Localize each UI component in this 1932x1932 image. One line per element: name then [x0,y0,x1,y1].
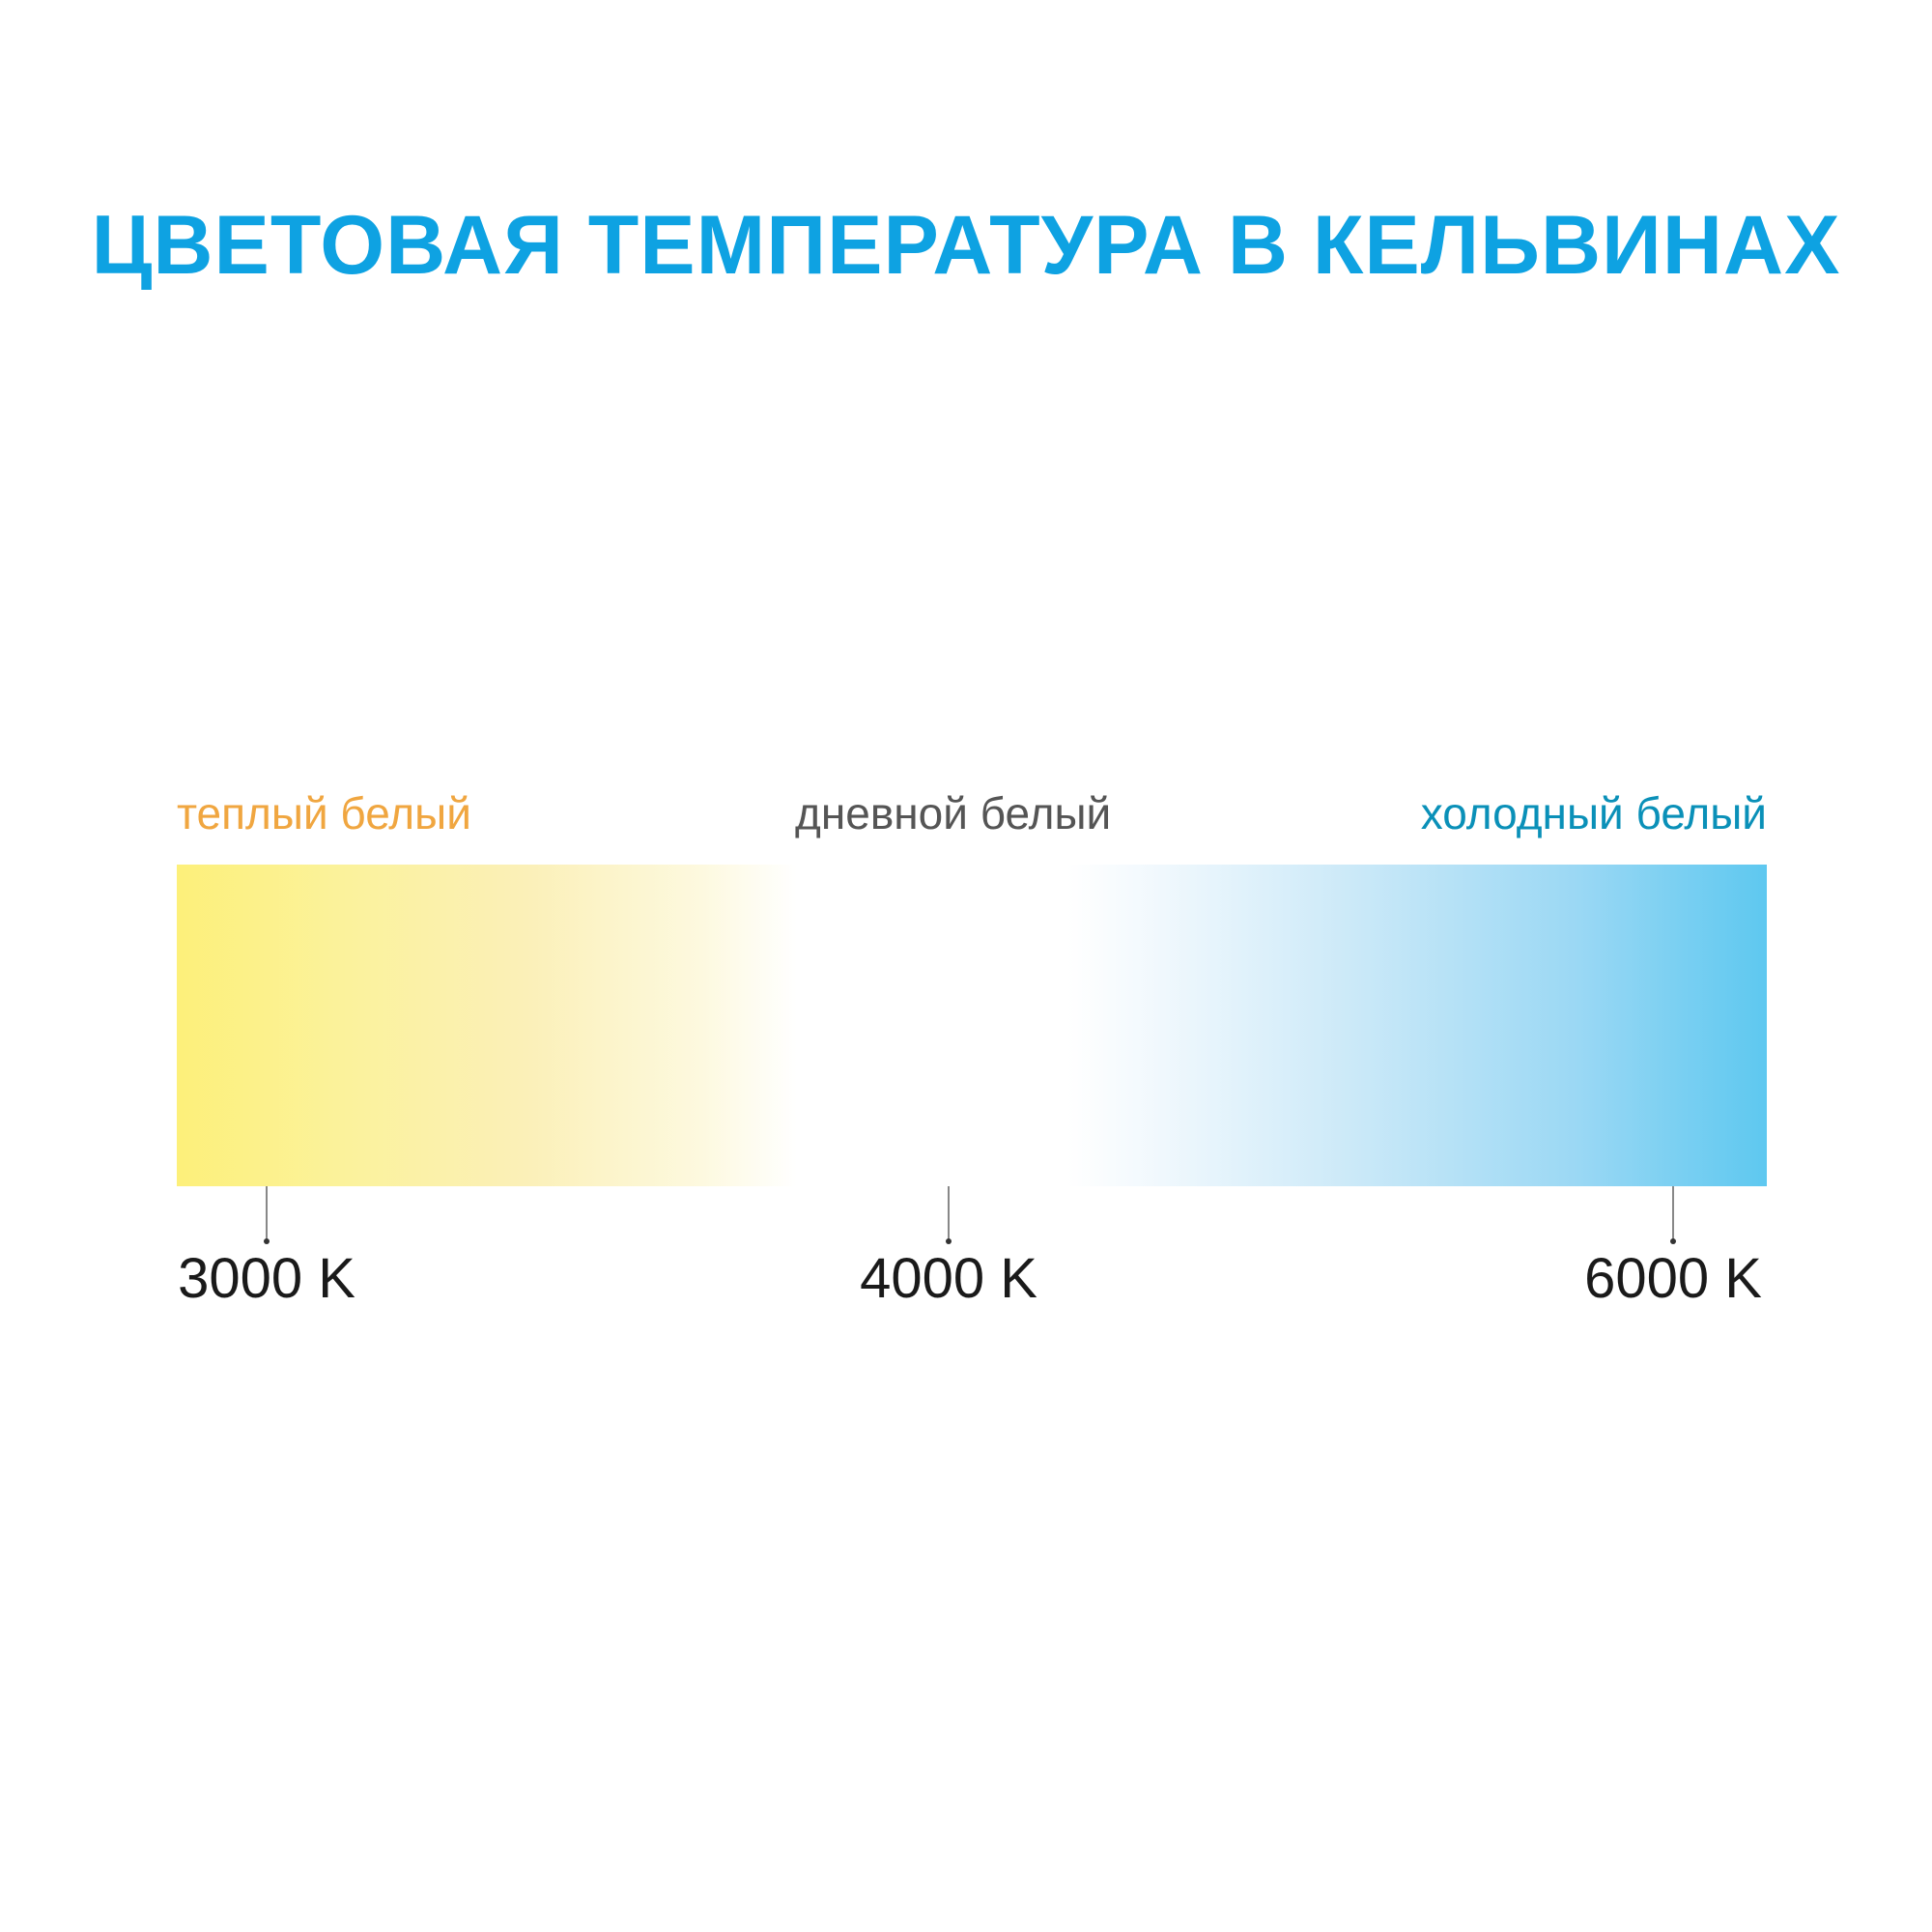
tick-3000 [264,1186,270,1244]
marker-3000k: 3000 K [178,1247,355,1310]
marker-4000k: 4000 K [860,1247,1037,1310]
page-title: ЦВЕТОВАЯ ТЕМПЕРАТУРА В КЕЛЬВИНАХ [91,199,1841,292]
warm-white-label: теплый белый [177,788,471,838]
marker-6000k: 6000 K [1584,1247,1762,1310]
cold-white-label: холодный белый [1420,788,1767,838]
tick-4000 [946,1186,952,1244]
tick-6000 [1670,1186,1676,1244]
daylight-white-label: дневной белый [795,788,1112,838]
color-temperature-gradient-bar [177,865,1767,1186]
